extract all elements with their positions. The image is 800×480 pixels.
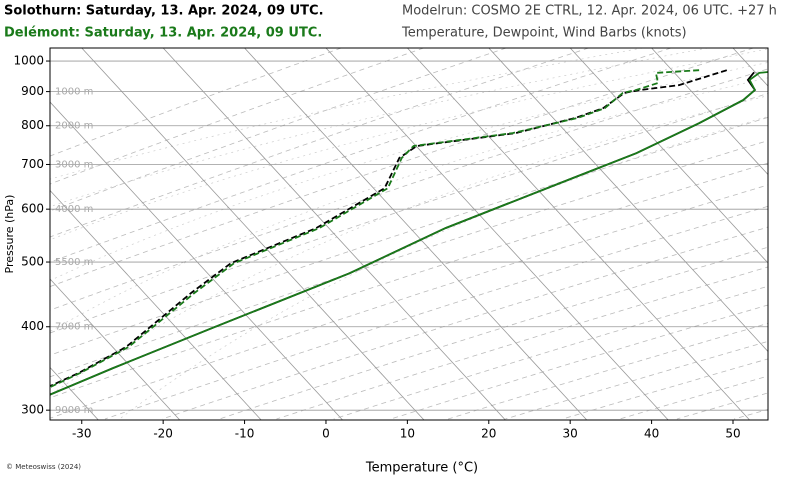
dry-adiabat <box>50 68 768 311</box>
altitude-label: 3000 m <box>55 159 93 170</box>
moist-adiabat <box>50 77 768 332</box>
x-tick-label: -30 <box>72 427 92 441</box>
y-axis-label: Pressure (hPa) <box>3 195 16 274</box>
dry-adiabat <box>50 48 424 185</box>
y-tick-label: 400 <box>21 319 44 333</box>
isotherm <box>569 48 768 264</box>
isotherm <box>244 48 588 420</box>
x-tick-label: 30 <box>563 427 578 441</box>
model-run: Modelrun: COSMO 2E CTRL, 12. Apr. 2024, … <box>402 4 777 19</box>
isotherm <box>407 48 750 420</box>
moist-adiabat <box>119 116 768 420</box>
dry-adiabat <box>50 48 507 212</box>
x-tick-label: -20 <box>153 427 173 441</box>
x-tick-label: 0 <box>322 427 330 441</box>
isotherm <box>162 48 506 420</box>
x-tick-label: -10 <box>235 427 255 441</box>
y-tick-label: 800 <box>21 118 44 132</box>
y-tick-label: 300 <box>21 403 44 417</box>
dewpoint-line <box>50 69 700 389</box>
moist-adiabat <box>50 48 768 241</box>
y-tick-label: 500 <box>21 255 44 269</box>
temperature-line <box>50 71 768 396</box>
altitude-label: 7000 m <box>55 322 93 333</box>
dry-adiabat <box>50 93 768 334</box>
altitude-label: 1000 m <box>55 87 93 98</box>
plot-frame <box>49 47 769 421</box>
station-title: Delémont: Saturday, 13. Apr. 2024, 09 UT… <box>4 26 322 41</box>
station-title: Solothurn: Saturday, 13. Apr. 2024, 09 U… <box>4 4 324 19</box>
isotherm <box>50 101 343 420</box>
altitude-label: 4000 m <box>55 204 93 215</box>
altitude-label: 5500 m <box>55 257 93 268</box>
isotherm <box>325 48 669 420</box>
plot-area: 9000 m 7000 m 5500 m 4000 m 3000 m 2000 m 1000… <box>50 48 768 420</box>
x-axis-label: Temperature (°C) <box>365 461 478 476</box>
isotherm <box>651 48 768 176</box>
y-tick-label: 600 <box>21 202 44 216</box>
x-tick-label: 50 <box>725 427 740 441</box>
isotherm <box>81 48 425 420</box>
x-tick-label: 10 <box>400 427 415 441</box>
y-tick-label: 1000 <box>13 54 44 68</box>
dry-adiabat <box>50 48 754 287</box>
isotherm <box>488 48 768 353</box>
credit: © Meteoswiss (2024) <box>6 463 81 471</box>
dry-adiabat <box>50 48 342 157</box>
altitude-label: 2000 m <box>55 121 93 132</box>
dry-adiabat <box>50 48 672 263</box>
x-tick-label: 20 <box>481 427 496 441</box>
dry-adiabat <box>50 48 589 238</box>
isotherm <box>50 189 262 420</box>
y-tick-label: 900 <box>21 84 44 98</box>
subtitle: Temperature, Dewpoint, Wind Barbs (knots… <box>401 26 687 41</box>
moist-adiabat <box>50 48 708 208</box>
dewpoint-line <box>50 69 728 388</box>
y-tick-label: 700 <box>21 157 44 171</box>
x-tick-label: 40 <box>644 427 659 441</box>
altitude-label: 9000 m <box>55 405 93 416</box>
isotherm <box>50 278 181 420</box>
